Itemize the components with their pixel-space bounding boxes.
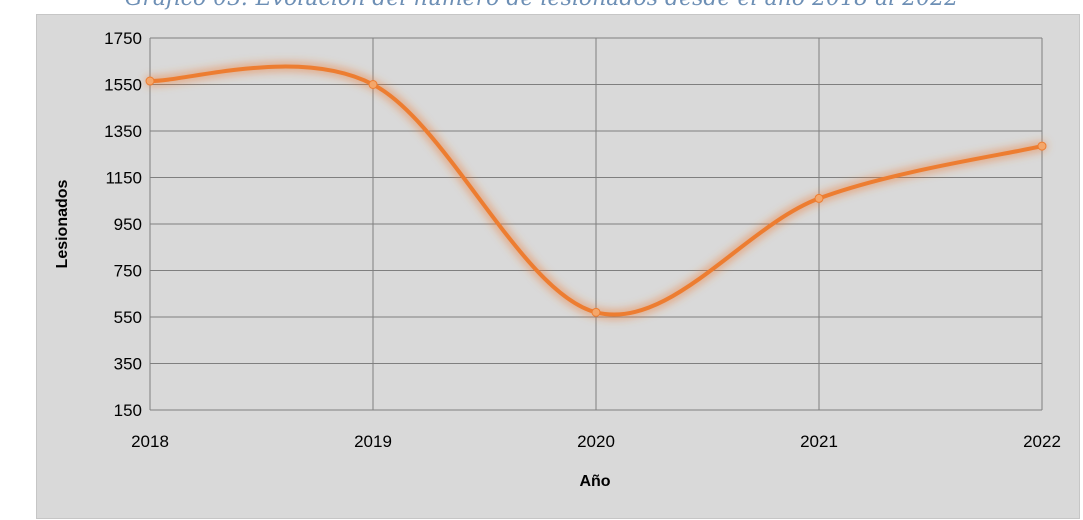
y-tick-label: 350 [114, 355, 142, 374]
y-tick-label: 1550 [104, 76, 142, 95]
data-point [368, 80, 378, 89]
data-point [591, 307, 601, 317]
x-tick-label: 2020 [577, 432, 615, 451]
chart-area [36, 14, 1080, 519]
y-tick-label: 550 [114, 308, 142, 327]
data-point [145, 76, 155, 86]
x-tick-labels: 2018 2019 2020 2021 2022 [131, 432, 1061, 451]
x-tick-label: 2019 [354, 432, 392, 451]
y-tick-label: 1150 [105, 169, 142, 188]
y-tick-label: 950 [114, 215, 142, 234]
y-tick-label: 1350 [104, 122, 142, 141]
data-point [814, 193, 824, 203]
x-tick-label: 2021 [800, 432, 838, 451]
data-point [1037, 141, 1047, 151]
y-axis-title: Lesionados [54, 179, 71, 268]
y-tick-label: 150 [114, 401, 142, 420]
chart-caption: Gráfico 03: Evolución del número de lesi… [0, 0, 1083, 11]
grid-lines [149, 37, 1043, 411]
x-tick-label: 2022 [1023, 432, 1061, 451]
x-axis-title: Año [579, 473, 610, 490]
x-tick-label: 2018 [131, 432, 169, 451]
y-tick-label: 1750 [104, 29, 142, 48]
data-points [145, 76, 1047, 317]
y-tick-labels: 150 350 550 750 950 1150 1350 1550 1750 [104, 29, 142, 420]
y-tick-label: 750 [114, 262, 142, 281]
